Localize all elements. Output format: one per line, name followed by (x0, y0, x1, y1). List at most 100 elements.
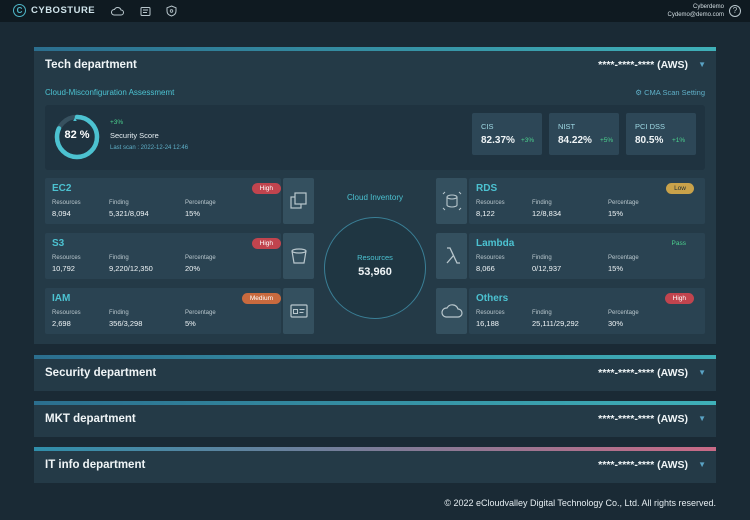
service-name: IAM (52, 293, 71, 304)
security-department-panel[interactable]: Security department ****-****-**** (AWS)… (34, 355, 716, 391)
score-label: Security Score (110, 131, 159, 140)
percentage-value: 15% (185, 209, 201, 218)
percentage-label: Percentage (608, 255, 639, 261)
dept-title: Tech department (45, 59, 137, 71)
resources-label: Resources (476, 200, 505, 206)
severity-badge: High (664, 293, 694, 304)
percentage-value: 15% (608, 209, 624, 218)
top-bar: C CYBOSTURE Cyberdemo Cydemo@demo.com ? (0, 0, 750, 22)
severity-badge: High (251, 238, 281, 249)
cloud-icon (436, 288, 467, 334)
score-increase: +3% (110, 119, 124, 126)
tech-department-panel: Tech department ****-****-**** (AWS) ▼ C… (34, 47, 716, 344)
document-icon[interactable] (138, 4, 152, 18)
finding-value: 9,220/12,350 (109, 264, 153, 273)
chip-icon (283, 178, 314, 224)
benchmark-name: PCI DSS (635, 122, 666, 131)
user-info[interactable]: Cyberdemo Cydemo@demo.com (668, 3, 724, 19)
percentage-label: Percentage (608, 200, 639, 206)
dept-account: ****-****-**** (AWS) (598, 367, 688, 379)
bucket-icon (283, 233, 314, 279)
score-gauge (54, 114, 100, 160)
percentage-value: 15% (608, 264, 624, 273)
severity-badge: High (251, 183, 281, 194)
mkt-department-panel[interactable]: MKT department ****-****-**** (AWS) ▼ (34, 401, 716, 437)
user-name: Cyberdemo (692, 4, 724, 10)
dept-accent-bar (34, 447, 716, 451)
cloud-inventory-title: Cloud Inventory (346, 193, 404, 202)
severity-badge: Medium (241, 293, 281, 304)
service-card-rds[interactable]: RDS Low Resources Finding Percentage 8,1… (469, 178, 705, 224)
resources-value: 10,792 (52, 264, 75, 273)
chevron-down-icon[interactable]: ▼ (698, 460, 706, 469)
benchmark-delta: +1% (672, 137, 686, 144)
security-score-panel: ▲ 82 % +3% Security Score Last scan : 20… (45, 105, 705, 170)
finding-label: Finding (532, 200, 552, 206)
resources-label: Resources (52, 200, 81, 206)
service-name: Others (476, 293, 509, 304)
dept-accent-bar (34, 47, 716, 51)
percentage-value: 30% (608, 319, 624, 328)
resources-value: 8,122 (476, 209, 495, 218)
inventory-value: 53,960 (358, 266, 392, 278)
service-card-lambda[interactable]: Lambda Pass Resources Finding Percentage… (469, 233, 705, 279)
dept-header[interactable]: Tech department ****-****-**** (AWS) ▼ (34, 51, 716, 81)
benchmark-card[interactable]: NIST 84.22% +5% (549, 113, 619, 155)
chevron-down-icon[interactable]: ▼ (698, 414, 706, 423)
dept-account: ****-****-**** (AWS) (598, 459, 688, 471)
dept-title: IT info department (45, 459, 146, 471)
percentage-value: 20% (185, 264, 201, 273)
service-card-ec2[interactable]: EC2 High Resources Finding Percentage 8,… (45, 178, 281, 224)
service-name: RDS (476, 183, 498, 194)
inventory-label: Resources (357, 253, 393, 262)
service-card-s3[interactable]: S3 High Resources Finding Percentage 10,… (45, 233, 281, 279)
gear-icon: ⚙ (635, 88, 643, 97)
service-name: EC2 (52, 183, 72, 194)
cma-title: Cloud-Misconfiguration Assessmemt (45, 88, 175, 97)
dept-accent-bar (34, 401, 716, 405)
percentage-value: 5% (185, 319, 196, 328)
cma-scan-setting-link[interactable]: ⚙ CMA Scan Setting (635, 88, 705, 97)
score-value: 82 % (64, 129, 90, 141)
logo-text: CYBOSTURE (31, 5, 96, 16)
percentage-label: Percentage (608, 310, 639, 316)
finding-label: Finding (109, 310, 129, 316)
benchmark-name: NIST (558, 122, 576, 131)
user-email: Cydemo@demo.com (667, 12, 724, 18)
benchmark-name: CIS (481, 122, 494, 131)
logo-mark: C (13, 4, 26, 17)
chevron-down-icon[interactable]: ▼ (698, 368, 706, 377)
lambda-icon (436, 233, 467, 279)
percentage-label: Percentage (185, 255, 216, 261)
benchmark-card[interactable]: CIS 82.37% +3% (472, 113, 542, 155)
severity-badge: Pass (671, 240, 686, 247)
resources-value: 8,094 (52, 209, 71, 218)
finding-value: 356/3,298 (109, 319, 143, 328)
shield-icon[interactable] (164, 4, 178, 18)
database-icon (436, 178, 467, 224)
footer-copyright: © 2022 eCloudvalley Digital Technology C… (444, 498, 716, 508)
cloud-icon[interactable] (110, 4, 124, 18)
finding-label: Finding (109, 255, 129, 261)
id-card-icon (283, 288, 314, 334)
help-icon[interactable]: ? (729, 5, 741, 17)
service-card-iam[interactable]: IAM Medium Resources Finding Percentage … (45, 288, 281, 334)
it-info-department-panel[interactable]: IT info department ****-****-**** (AWS) … (34, 447, 716, 483)
service-name: S3 (52, 238, 65, 249)
benchmark-card[interactable]: PCI DSS 80.5% +1% (626, 113, 696, 155)
dept-account: ****-****-**** (AWS) (598, 59, 688, 71)
service-card-others[interactable]: Others High Resources Finding Percentage… (469, 288, 705, 334)
benchmark-delta: +5% (600, 137, 614, 144)
logo[interactable]: C CYBOSTURE (13, 4, 95, 17)
chevron-down-icon[interactable]: ▼ (698, 60, 706, 69)
inventory-circle (324, 217, 426, 319)
service-name: Lambda (476, 238, 515, 249)
benchmark-delta: +3% (521, 137, 535, 144)
resources-label: Resources (52, 310, 81, 316)
benchmark-value: 82.37% (481, 135, 515, 146)
resources-value: 8,066 (476, 264, 495, 273)
arrow-up-icon: ▲ (72, 117, 78, 123)
resources-value: 2,698 (52, 319, 71, 328)
last-scan: Last scan : 2022-12-24 12:46 (110, 145, 189, 151)
percentage-label: Percentage (185, 200, 216, 206)
